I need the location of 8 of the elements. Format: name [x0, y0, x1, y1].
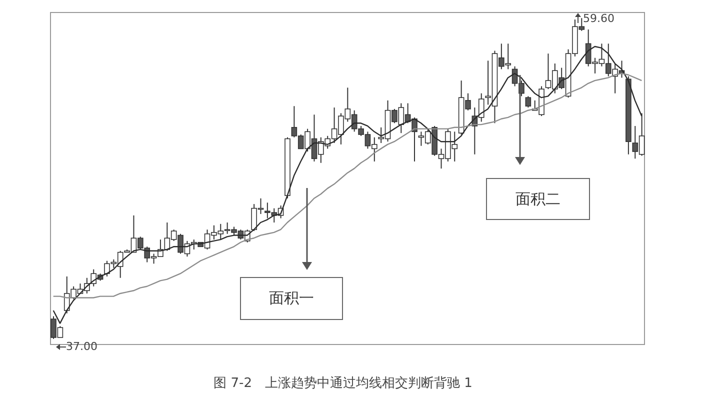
label-frame: 面积二: [486, 178, 590, 220]
annotation: 59.60: [583, 12, 614, 25]
text: 37.00: [66, 340, 98, 353]
annotation: 面积二: [516, 190, 560, 208]
caption: 图 7-2 上涨趋势中通过均线相交判断背驰 1: [212, 375, 474, 392]
candlestick: [525, 96, 532, 108]
annotation: 面积一: [269, 289, 314, 308]
label-frame: 面积一: [240, 277, 343, 320]
